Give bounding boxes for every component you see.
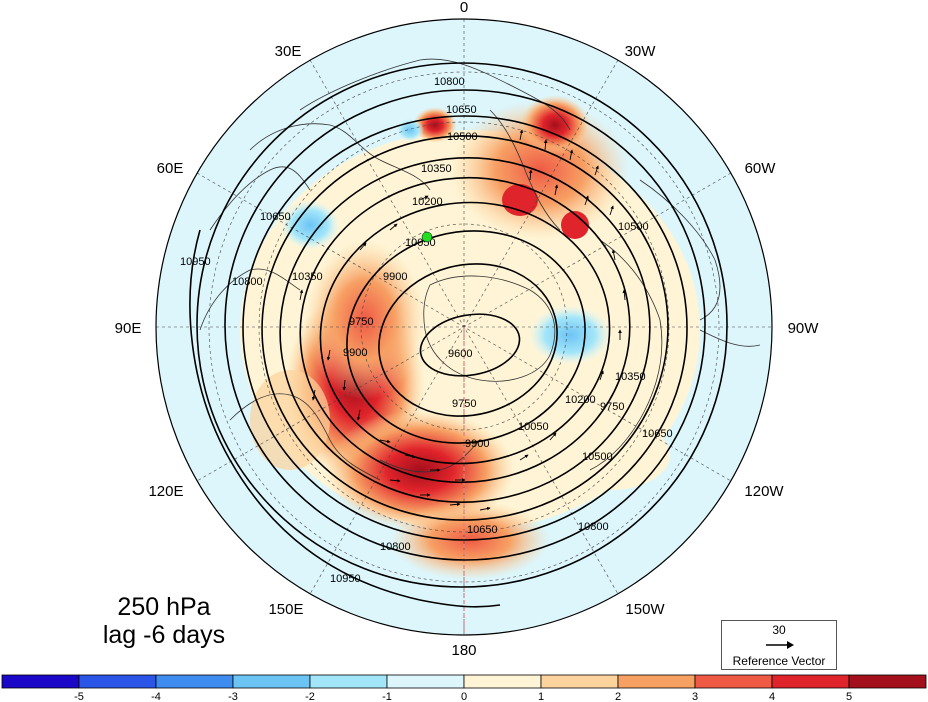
colorbar-swatch [617, 674, 696, 689]
colorbar-tick-label: -5 [74, 691, 84, 702]
colorbar-swatch [78, 674, 157, 689]
colorbar-tick-label: 0 [461, 691, 467, 702]
contour-labels: 10800 10650 10500 10350 10200 10050 9900… [180, 76, 673, 585]
contour-label: 9600 [448, 348, 472, 360]
contour-label: 10650 [446, 104, 477, 116]
colorbar-tick-label: 5 [846, 691, 852, 702]
contour-label: 10650 [642, 428, 673, 440]
contour-label: 10650 [467, 524, 498, 536]
reference-vector-box: 30 Reference Vector [721, 620, 837, 670]
colorbar-tick-label: 3 [692, 691, 698, 702]
contour-label: 10350 [292, 271, 323, 283]
location-marker [421, 231, 433, 243]
colorbar-swatch [155, 674, 234, 689]
contour-label: 9750 [452, 398, 476, 410]
colorbar-tick-label: 4 [769, 691, 775, 702]
colorbar-tick-label: -4 [151, 691, 161, 702]
longitude-label-0: 0 [460, 0, 468, 16]
longitude-label-60e: 60E [157, 160, 184, 177]
colorbar-swatch [848, 674, 927, 689]
longitude-label-90w: 90W [788, 320, 820, 337]
map-border [155, 18, 773, 636]
contour-label: 10800 [578, 521, 609, 533]
colorbar-swatch [232, 674, 311, 689]
longitude-labels: 0 30W 60W 90W 120W 150W 180 150E 120E 90… [115, 0, 820, 659]
colorbar-tick-label: 1 [538, 691, 544, 702]
longitude-label-150w: 150W [625, 601, 665, 618]
contour-label: 10500 [582, 451, 613, 463]
colorbar-tick-label: -2 [305, 691, 315, 702]
contour-label: 10950 [180, 256, 211, 268]
colorbar-swatch [771, 674, 850, 689]
contour-label: 10500 [618, 221, 649, 233]
contour-label: 9900 [383, 271, 407, 283]
contour-label: 10500 [447, 131, 478, 143]
longitude-label-30w: 30W [625, 43, 657, 60]
contour-label: 9900 [343, 347, 367, 359]
colorbar-swatch [1, 674, 80, 689]
height-contours [189, 62, 728, 608]
contour-label: 10050 [518, 421, 549, 433]
lag-title: lag -6 days [102, 621, 226, 649]
reference-vector-arrow-icon [766, 641, 794, 649]
colorbar-swatch [540, 674, 619, 689]
longitude-label-60w: 60W [745, 160, 777, 177]
colorbar: -5 -4 -3 -2 -1 0 1 2 3 4 5 [1, 674, 927, 702]
contour-label: 10800 [232, 276, 263, 288]
contour-label: 9750 [349, 316, 373, 328]
colorbar-swatch [309, 674, 388, 689]
contour-label: 10350 [615, 371, 646, 383]
colorbar-tick-label: -1 [382, 691, 392, 702]
contour-label: 10650 [260, 211, 291, 223]
colorbar-swatch [694, 674, 773, 689]
wind-vectors [299, 129, 627, 511]
contour-label: 10350 [421, 163, 452, 175]
contour-label: 10200 [565, 394, 596, 406]
longitude-label-180: 180 [451, 642, 476, 659]
colorbar-tick-label: 2 [615, 691, 621, 702]
contour-label: 10800 [434, 76, 465, 88]
contour-label: 9750 [600, 401, 624, 413]
pressure-level-title: 250 hPa [117, 593, 211, 621]
colorbar-tick-label: -3 [228, 691, 238, 702]
contour-label: 9900 [465, 438, 489, 450]
map-title-block: 250 hPa lag -6 days [84, 593, 244, 649]
longitude-label-30e: 30E [275, 43, 302, 60]
longitude-label-150e: 150E [268, 601, 303, 618]
longitude-label-120e: 120E [148, 483, 183, 500]
contour-label: 10200 [412, 196, 443, 208]
longitude-label-90e: 90E [115, 320, 142, 337]
contour-label: 10800 [380, 541, 411, 553]
reference-vector-magnitude: 30 [772, 623, 786, 637]
longitude-label-120w: 120W [744, 483, 784, 500]
reference-vector-label: Reference Vector [732, 654, 826, 668]
contour-label: 10950 [330, 573, 361, 585]
colorbar-swatch [463, 674, 542, 689]
colorbar-swatch [386, 674, 465, 689]
